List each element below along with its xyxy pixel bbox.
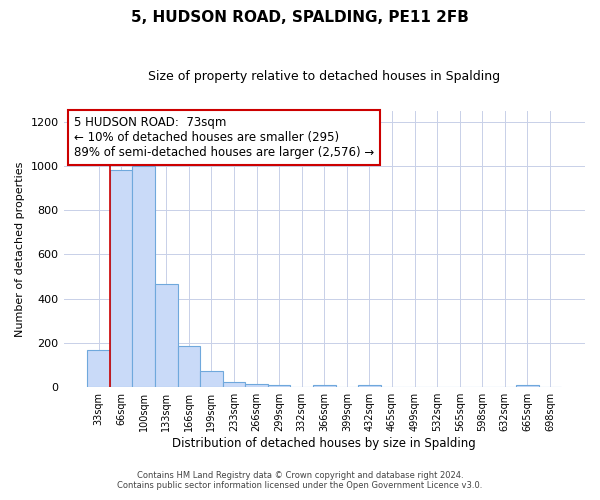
Bar [200, 370, 223, 387]
Bar [313, 385, 335, 387]
Bar [133, 166, 155, 387]
X-axis label: Distribution of detached houses by size in Spalding: Distribution of detached houses by size … [172, 437, 476, 450]
Bar [223, 382, 245, 387]
Text: Contains HM Land Registry data © Crown copyright and database right 2024.
Contai: Contains HM Land Registry data © Crown c… [118, 470, 482, 490]
Bar [110, 170, 133, 387]
Bar [245, 384, 268, 387]
Title: Size of property relative to detached houses in Spalding: Size of property relative to detached ho… [148, 70, 500, 83]
Bar [178, 346, 200, 387]
Bar [516, 385, 539, 387]
Text: 5 HUDSON ROAD:  73sqm
← 10% of detached houses are smaller (295)
89% of semi-det: 5 HUDSON ROAD: 73sqm ← 10% of detached h… [74, 116, 374, 159]
Bar [155, 284, 178, 387]
Bar [87, 350, 110, 387]
Bar [358, 385, 381, 387]
Bar [268, 386, 290, 387]
Y-axis label: Number of detached properties: Number of detached properties [15, 161, 25, 336]
Text: 5, HUDSON ROAD, SPALDING, PE11 2FB: 5, HUDSON ROAD, SPALDING, PE11 2FB [131, 10, 469, 25]
